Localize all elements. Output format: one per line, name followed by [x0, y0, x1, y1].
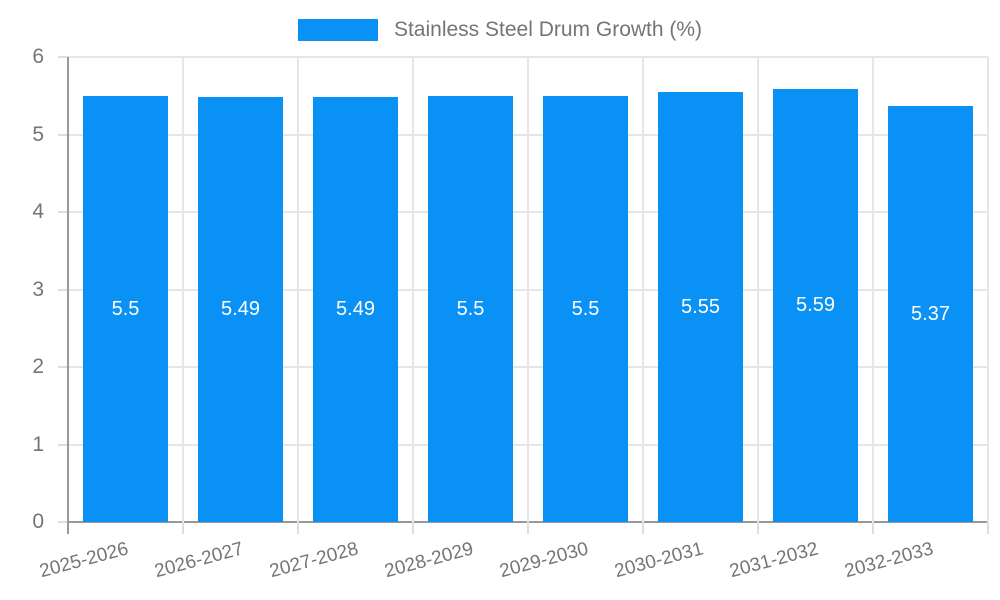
v-gridline [987, 57, 989, 522]
bar-value-label: 5.5 [571, 297, 600, 320]
y-tick-label: 2 [32, 355, 44, 378]
y-tick-mark [58, 443, 68, 446]
legend: Stainless Steel Drum Growth (%) [0, 18, 1000, 42]
v-gridline [757, 57, 759, 522]
bar-value-label: 5.5 [111, 297, 140, 320]
bar-value-label: 5.37 [911, 302, 950, 325]
bar-value-label: 5.49 [221, 298, 260, 321]
y-tick-label: 4 [32, 200, 44, 223]
x-tick-mark [527, 522, 529, 534]
v-gridline [297, 57, 299, 522]
y-tick-label: 6 [32, 45, 44, 68]
bar [888, 105, 973, 522]
bar-value-label: 5.59 [796, 294, 835, 317]
y-tick-label: 1 [32, 432, 44, 456]
legend-label: Stainless Steel Drum Growth (%) [393, 18, 703, 41]
x-tick-mark [757, 522, 759, 534]
bar [198, 96, 283, 522]
y-axis-line [67, 57, 69, 534]
bar-value-label: 5.5 [456, 297, 485, 320]
x-tick-mark [182, 522, 184, 534]
x-tick-mark [297, 522, 299, 534]
v-gridline [872, 57, 874, 522]
v-gridline [412, 57, 414, 522]
y-tick-mark [58, 288, 68, 291]
x-tick-mark [642, 522, 644, 534]
bar [428, 95, 513, 522]
y-tick-mark [58, 133, 68, 136]
v-gridline [642, 57, 644, 522]
bar-value-label: 5.49 [336, 298, 375, 321]
bar [543, 95, 628, 522]
bar [83, 95, 168, 522]
legend-swatch [297, 19, 378, 41]
x-tick-mark [412, 522, 414, 534]
bar [773, 88, 858, 522]
bar-value-label: 5.55 [681, 295, 720, 318]
bar [313, 96, 398, 522]
v-gridline [182, 57, 184, 522]
y-tick-mark [58, 521, 68, 523]
bar [658, 91, 743, 522]
y-tick-mark [58, 56, 68, 58]
y-tick-mark [58, 211, 68, 213]
y-tick-mark [58, 366, 68, 368]
y-tick-label: 5 [32, 122, 44, 146]
y-tick-label: 3 [32, 277, 44, 301]
x-tick-mark [872, 522, 874, 534]
v-gridline [527, 57, 529, 522]
x-tick-mark [987, 522, 989, 534]
y-tick-label: 0 [32, 510, 44, 533]
